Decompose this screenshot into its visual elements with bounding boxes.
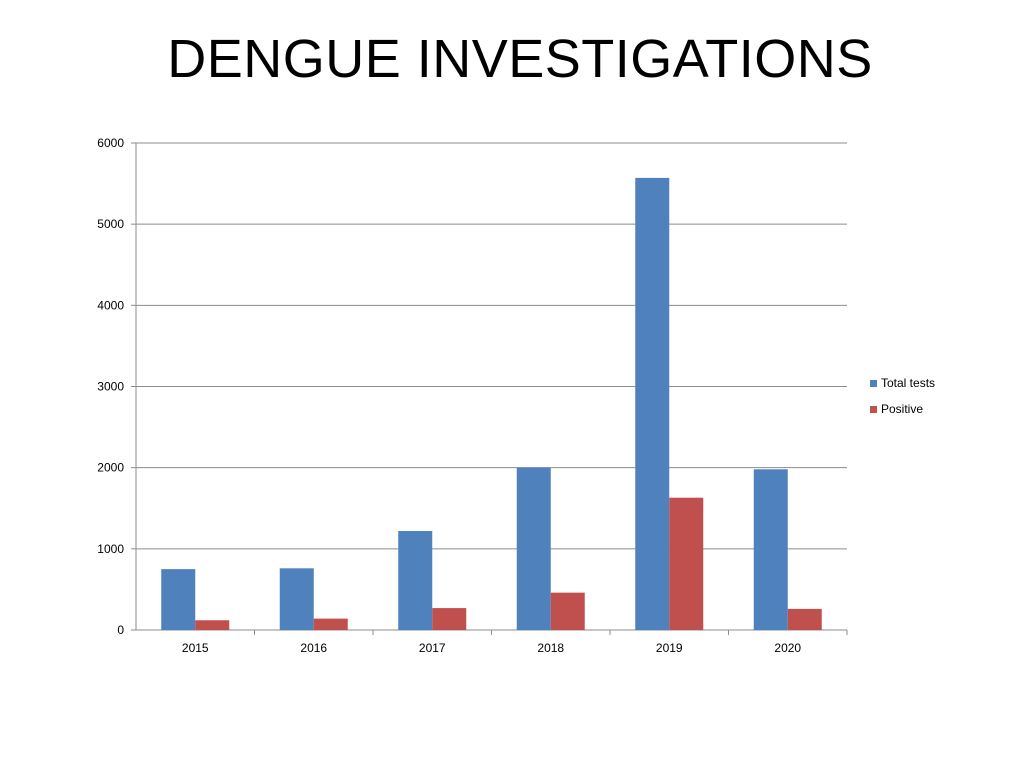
legend-swatch: [870, 406, 877, 413]
legend-swatch: [870, 380, 877, 387]
y-tick-labels: 0 1000 2000 3000 4000 5000 6000: [97, 136, 124, 637]
bar-total-tests-2015: [161, 569, 196, 630]
gridlines: [136, 142, 847, 550]
y-tick-label: 3000: [97, 380, 124, 394]
bar-total-tests-2020: [753, 469, 788, 630]
bar-positive-2016: [313, 618, 348, 630]
x-tick-label: 2017: [419, 641, 446, 655]
y-tick-label: 2000: [97, 461, 124, 475]
legend: Total tests Positive: [870, 376, 935, 416]
x-tick-label: 2020: [774, 641, 801, 655]
y-tick-label: 4000: [97, 298, 124, 312]
y-tick-label: 0: [117, 623, 124, 637]
bar-total-tests-2019: [635, 177, 670, 630]
bars: [161, 177, 822, 630]
axes: [131, 142, 848, 635]
bar-total-tests-2018: [516, 467, 551, 630]
slide-title: DENGUE INVESTIGATIONS: [167, 29, 873, 89]
x-tick-labels: 2015 2016 2017 2018 2019 2020: [182, 641, 802, 655]
bar-positive-2015: [195, 620, 230, 630]
x-tick-label: 2019: [656, 641, 683, 655]
y-tick-label: 6000: [97, 136, 124, 150]
y-tick-label: 5000: [97, 217, 124, 231]
x-tick-label: 2016: [300, 641, 327, 655]
bar-positive-2017: [432, 608, 467, 630]
bar-total-tests-2016: [279, 568, 314, 630]
legend-label: Positive: [881, 402, 923, 416]
y-tick-label: 1000: [97, 542, 124, 556]
legend-label: Total tests: [881, 376, 935, 390]
bar-total-tests-2017: [398, 530, 433, 630]
x-tick-label: 2015: [182, 641, 209, 655]
bar-positive-2019: [669, 497, 704, 630]
bar-positive-2018: [550, 592, 585, 630]
x-tick-label: 2018: [537, 641, 564, 655]
bar-positive-2020: [787, 608, 822, 630]
